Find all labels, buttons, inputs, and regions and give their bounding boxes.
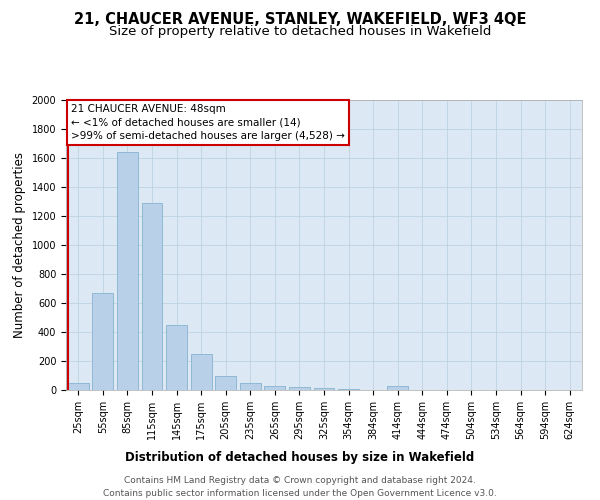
Bar — [68, 383, 89, 390]
Text: Distribution of detached houses by size in Wakefield: Distribution of detached houses by size … — [125, 451, 475, 464]
Bar — [338, 389, 359, 390]
Bar — [314, 388, 334, 390]
Bar — [387, 386, 408, 390]
Bar — [117, 152, 138, 390]
Y-axis label: Number of detached properties: Number of detached properties — [13, 152, 26, 338]
Bar — [215, 376, 236, 390]
Bar — [289, 387, 310, 390]
Text: 21, CHAUCER AVENUE, STANLEY, WAKEFIELD, WF3 4QE: 21, CHAUCER AVENUE, STANLEY, WAKEFIELD, … — [74, 12, 526, 28]
Text: Size of property relative to detached houses in Wakefield: Size of property relative to detached ho… — [109, 25, 491, 38]
Bar — [265, 386, 286, 390]
Text: Contains public sector information licensed under the Open Government Licence v3: Contains public sector information licen… — [103, 489, 497, 498]
Bar — [191, 354, 212, 390]
Bar — [92, 293, 113, 390]
Bar — [240, 383, 261, 390]
Bar — [142, 203, 163, 390]
Text: Contains HM Land Registry data © Crown copyright and database right 2024.: Contains HM Land Registry data © Crown c… — [124, 476, 476, 485]
Text: 21 CHAUCER AVENUE: 48sqm
← <1% of detached houses are smaller (14)
>99% of semi-: 21 CHAUCER AVENUE: 48sqm ← <1% of detach… — [71, 104, 345, 141]
Bar — [166, 325, 187, 390]
